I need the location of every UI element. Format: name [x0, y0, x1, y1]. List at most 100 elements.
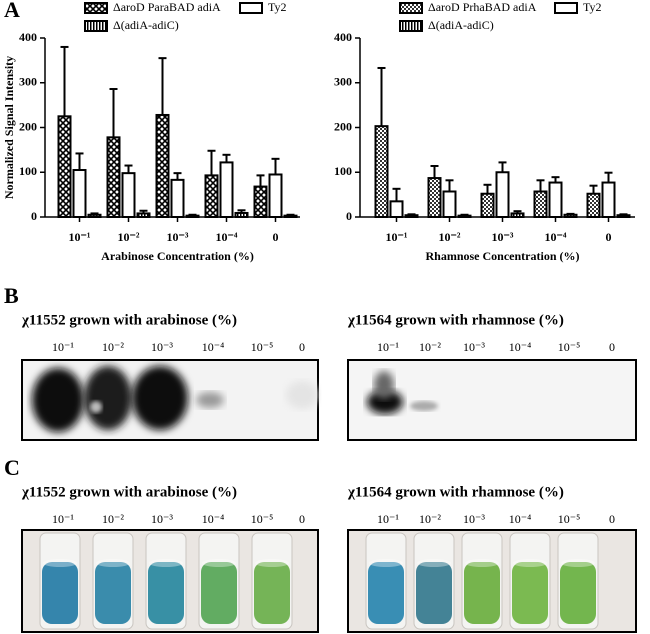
lane-label: 10⁻⁵	[251, 512, 274, 526]
tube-liquid	[368, 562, 404, 624]
lane-label: 10⁻⁵	[251, 340, 274, 354]
bar	[106, 136, 121, 218]
bar	[510, 212, 525, 218]
lane-label: 10⁻⁴	[509, 340, 532, 354]
tube-liquid	[254, 562, 290, 624]
legend-label: Δ(adiA-adiC)	[428, 18, 494, 32]
bar	[601, 181, 616, 218]
legend-swatch	[399, 2, 423, 14]
bar	[185, 214, 200, 219]
lane-label: 10⁻⁴	[202, 512, 225, 526]
lane-label: 10⁻³	[151, 340, 173, 354]
tube-meniscus	[202, 559, 236, 567]
y-tick-label: 0	[346, 209, 352, 223]
y-tick-label: 300	[334, 75, 352, 89]
legend-swatch	[239, 2, 263, 14]
tube-liquid	[464, 562, 500, 624]
western-blot-left	[21, 359, 319, 441]
tube-liquid	[95, 562, 131, 624]
bar	[389, 200, 404, 218]
y-tick-label: 200	[19, 119, 37, 133]
lane-label: 0	[609, 340, 615, 354]
x-tick-label: 10⁻¹	[386, 230, 408, 244]
tube-liquid	[416, 562, 452, 624]
bar	[457, 214, 472, 219]
y-tick-label: 200	[334, 119, 352, 133]
lane-label: 10⁻²	[419, 340, 441, 354]
tube-meniscus	[149, 559, 183, 567]
y-tick-label: 100	[19, 164, 37, 178]
lane-label: 10⁻⁵	[558, 340, 581, 354]
bar	[563, 213, 578, 218]
x-tick-label: 10⁻²	[439, 230, 461, 244]
lane-label: 10⁻¹	[52, 512, 74, 526]
bar	[268, 173, 283, 219]
lane-label: 0	[609, 512, 615, 526]
bar	[219, 161, 234, 218]
x-tick-label: 10⁻⁴	[216, 230, 238, 244]
bar	[442, 190, 457, 218]
tube-meniscus	[43, 559, 77, 567]
bar	[234, 211, 249, 219]
lane-label: 10⁻¹	[377, 340, 399, 354]
bar	[480, 192, 495, 218]
bar	[283, 214, 298, 219]
bar	[374, 125, 389, 218]
x-tick-label: 10⁻¹	[69, 230, 91, 244]
lane-label: 10⁻³	[463, 512, 485, 526]
lane-label: 10⁻⁴	[202, 340, 225, 354]
bar	[548, 181, 563, 218]
y-tick-label: 400	[19, 30, 37, 44]
tube-meniscus	[417, 559, 451, 567]
bar	[136, 212, 151, 218]
tube-meniscus	[255, 559, 289, 567]
bar	[121, 172, 136, 219]
bar	[72, 169, 87, 218]
bar	[404, 214, 419, 219]
legend-label: Ty2	[268, 0, 287, 14]
y-tick-label: 0	[31, 209, 37, 223]
lane-label: 10⁻²	[102, 340, 124, 354]
x-tick-label: 10⁻³	[167, 230, 189, 244]
x-tick-label: 0	[273, 230, 279, 244]
bar	[253, 185, 268, 219]
bar	[170, 178, 185, 218]
bar	[57, 115, 72, 218]
tube-meniscus	[465, 559, 499, 567]
lane-label: 10⁻²	[102, 512, 124, 526]
y-tick-label: 300	[19, 75, 37, 89]
legend-swatch	[84, 2, 108, 14]
x-axis-label: Rhamnose Concentration (%)	[426, 249, 580, 263]
panel-label: C	[4, 455, 20, 480]
tube-meniscus	[96, 559, 130, 567]
bar	[87, 213, 102, 218]
x-tick-label: 0	[606, 230, 612, 244]
western-blot-right	[347, 359, 637, 441]
legend-label: ΔaroD PrhaBAD adiA	[428, 0, 537, 14]
bar	[427, 177, 442, 219]
lane-label: 0	[299, 340, 305, 354]
bar	[495, 171, 510, 218]
tube-liquid	[201, 562, 237, 624]
y-tick-label: 400	[334, 30, 352, 44]
tube-meniscus	[513, 559, 547, 567]
legend-swatch	[399, 20, 423, 32]
bar	[533, 190, 548, 218]
tube-title: χ11564 grown with rhamnose (%)	[347, 484, 564, 500]
blot-title: χ11564 grown with rhamnose (%)	[347, 312, 564, 328]
legend-swatch	[84, 20, 108, 32]
lane-label: 10⁻³	[151, 512, 173, 526]
lane-label: 10⁻¹	[377, 512, 399, 526]
legend-label: Ty2	[583, 0, 602, 14]
tube-liquid	[42, 562, 78, 624]
tube-liquid	[148, 562, 184, 624]
bar	[586, 192, 601, 218]
legend-label: Δ(adiA-adiC)	[113, 18, 179, 32]
x-tick-label: 10⁻²	[118, 230, 140, 244]
tube-liquid	[560, 562, 596, 624]
bar	[155, 113, 170, 218]
lane-label: 10⁻¹	[52, 340, 74, 354]
lane-label: 10⁻²	[419, 512, 441, 526]
x-tick-label: 10⁻³	[492, 230, 514, 244]
